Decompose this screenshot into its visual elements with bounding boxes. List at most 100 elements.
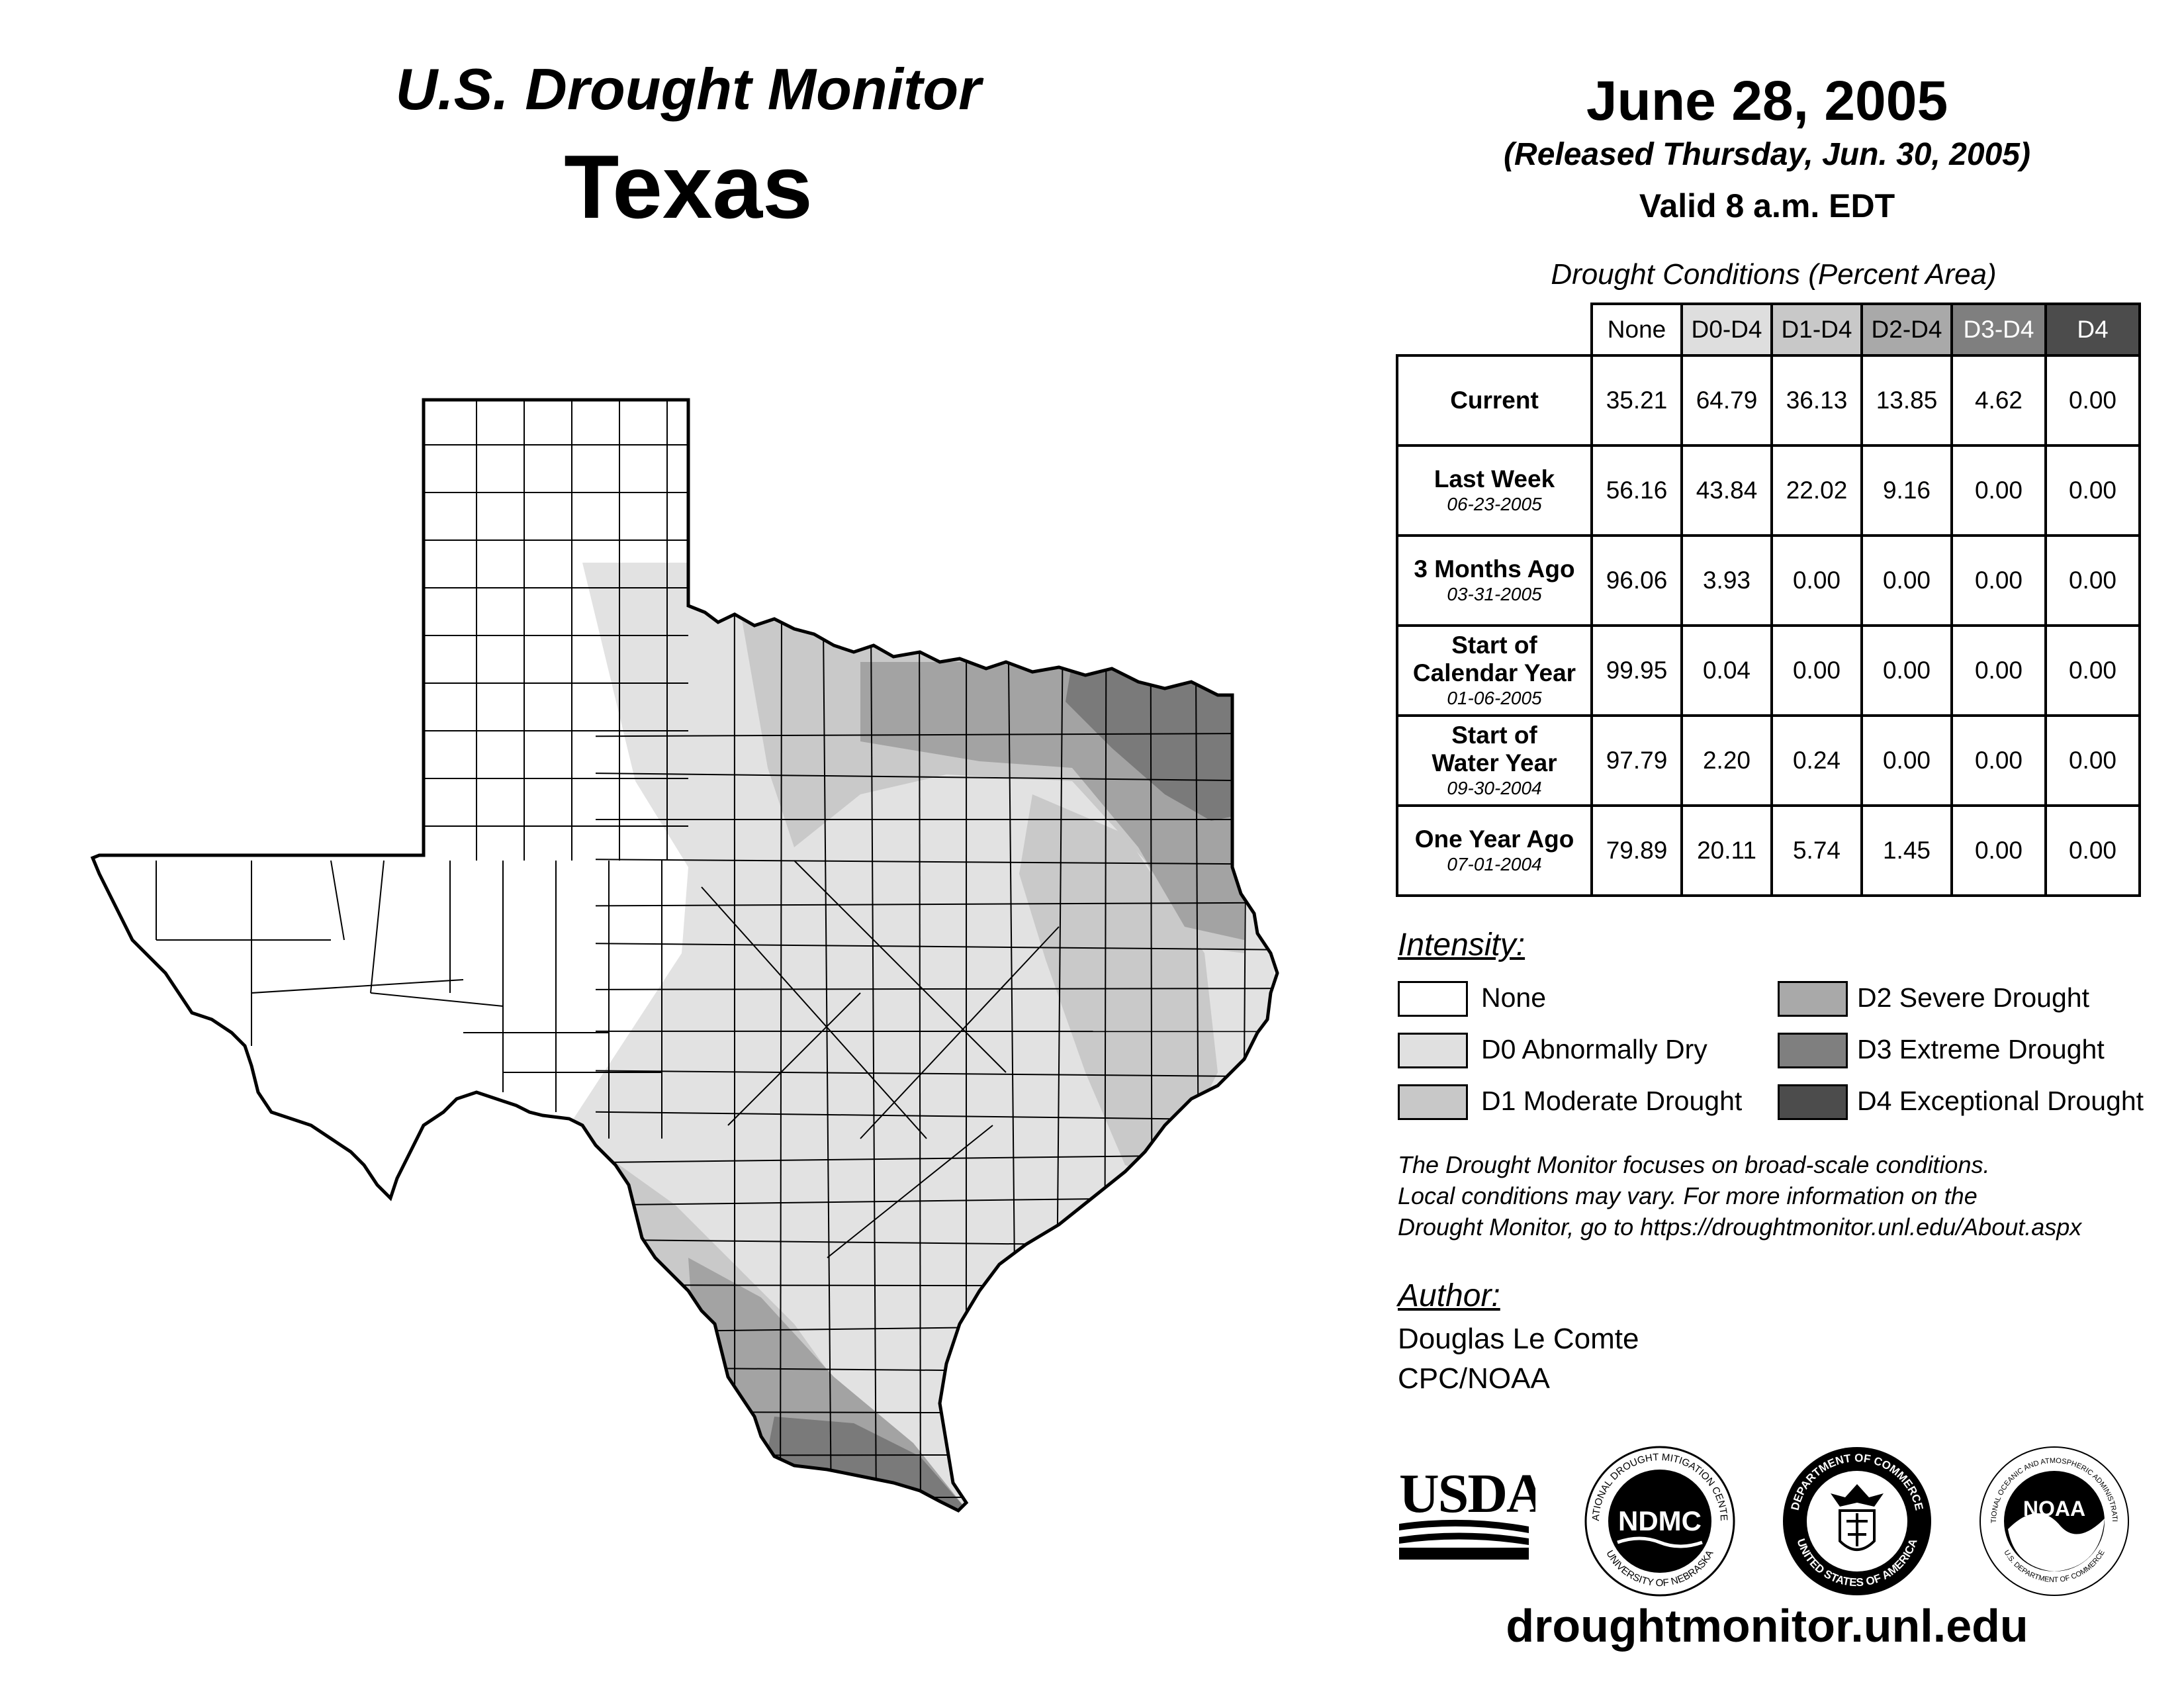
row-date: 06-23-2005 <box>1447 494 1542 514</box>
row-label-text: Start of <box>1451 632 1537 659</box>
table-cell: 97.79 <box>1590 714 1683 807</box>
noaa-logo-text: NOAA <box>2023 1497 2085 1521</box>
ndmc-logo-text: NDMC <box>1618 1505 1702 1536</box>
map-title: U.S. Drought Monitor <box>395 56 981 122</box>
legend-label-d2: D2 Severe Drought <box>1857 982 2089 1013</box>
row-label-text: 3 Months Ago <box>1414 555 1575 583</box>
col-header-d3-d4: D3-D4 <box>1950 303 2047 357</box>
table-cell: 5.74 <box>1770 804 1863 897</box>
county-line <box>794 860 1007 1073</box>
table-row: 3 Months Ago 03-31-2005 96.06 3.93 0.00 0.00 0… <box>1396 534 2141 627</box>
county-line <box>827 1125 993 1258</box>
table-corner <box>1397 304 1593 357</box>
legend-label-none: None <box>1481 982 1547 1013</box>
legend-swatch-d4 <box>1778 1084 1848 1120</box>
d1-area-east <box>1019 794 1218 1178</box>
county-line <box>870 615 878 1511</box>
table-cell: 0.00 <box>1950 444 2047 537</box>
county-line <box>822 615 833 1511</box>
table-cell: 20.11 <box>1680 804 1773 897</box>
row-label: Start of Water Year 09-30-2004 <box>1396 714 1593 807</box>
col-header-d2-d4: D2-D4 <box>1860 303 1953 357</box>
row-label: Start of Calendar Year 01-06-2005 <box>1396 624 1593 717</box>
table-cell: 0.00 <box>2044 444 2141 537</box>
row-label-text: Start of <box>1451 722 1537 749</box>
table-cell: 0.00 <box>1860 534 1953 627</box>
table-cell: 3.93 <box>1680 534 1773 627</box>
col-header-d4: D4 <box>2044 303 2141 357</box>
legend-label-d1: D1 Moderate Drought <box>1481 1086 1743 1116</box>
row-label-text: Last Week <box>1433 465 1555 492</box>
county-line <box>595 773 1277 782</box>
table-cell: 0.00 <box>1950 624 2047 717</box>
table-cell: 0.00 <box>2044 624 2141 717</box>
table-cell: 56.16 <box>1590 444 1683 537</box>
county-line <box>330 860 345 941</box>
table-cell: 36.13 <box>1770 354 1863 447</box>
legend-swatch-d2 <box>1778 981 1848 1017</box>
noaa-logo: NATIONAL OCEANIC AND ATMOSPHERIC ADMINIS… <box>1975 1442 2129 1596</box>
author-org: CPC/NOAA <box>1398 1362 1550 1395</box>
col-header-d0-d4: D0-D4 <box>1680 303 1773 357</box>
table-cell: 0.00 <box>1860 624 1953 717</box>
row-label: Current <box>1396 354 1593 447</box>
county-line <box>780 615 782 1511</box>
table-cell: 0.00 <box>1950 534 2047 627</box>
commerce-seal: DEPARTMENT OF COMMERCE UNITED STATES OF … <box>1783 1447 1931 1595</box>
table-row: Last Week 06-23-2005 56.16 43.84 22.02 9.16 0.… <box>1396 444 2141 537</box>
table-cell: 64.79 <box>1680 354 1773 447</box>
county-line <box>595 859 1277 865</box>
table-cell: 0.00 <box>1770 624 1863 717</box>
table-cell: 0.24 <box>1770 714 1863 807</box>
valid-time: Valid 8 a.m. EDT <box>1639 187 1895 224</box>
row-label-text-2: Water Year <box>1432 749 1557 776</box>
disclaimer-note: The Drought Monitor focuses on broad-sca… <box>1398 1149 2172 1243</box>
legend-swatch-d0 <box>1398 1033 1468 1068</box>
table-cell: 4.62 <box>1950 354 2047 447</box>
table-row: Start of Water Year 09-30-2004 97.79 2.20 0.2… <box>1396 714 2141 807</box>
county-line <box>370 860 385 994</box>
table-cell: 0.00 <box>1950 714 2047 807</box>
row-date: 07-01-2004 <box>1447 854 1542 874</box>
map-date: June 28, 2005 <box>1586 70 1948 132</box>
county-line <box>1240 615 1248 1511</box>
county-line <box>595 902 1277 907</box>
col-header-none: None <box>1590 303 1683 357</box>
table-cell: 43.84 <box>1680 444 1773 537</box>
county-line <box>727 992 861 1126</box>
table-cell: 22.02 <box>1770 444 1863 537</box>
table-row: One Year Ago 07-01-2004 79.89 20.11 5.74 1.45… <box>1396 804 2141 897</box>
legend-label-d3: D3 Extreme Drought <box>1857 1034 2105 1064</box>
table-cell: 96.06 <box>1590 534 1683 627</box>
d3-area-northeast <box>1066 662 1244 821</box>
county-line <box>701 886 927 1139</box>
col-header-d1-d4: D1-D4 <box>1770 303 1863 357</box>
drought-conditions-table: None D0-D4 D1-D4 D2-D4 D3-D4 D4 Current 3… <box>1396 303 2141 897</box>
row-date: 03-31-2005 <box>1447 584 1542 604</box>
table-cell: 0.00 <box>2044 354 2141 447</box>
footer-url[interactable]: droughtmonitor.unl.edu <box>1506 1600 2028 1652</box>
table-cell: 2.20 <box>1680 714 1773 807</box>
county-line <box>595 943 1277 951</box>
texas-outline <box>90 398 1279 1513</box>
ndmc-logo: NATIONAL DROUGHT MITIGATION CENTER UNIVE… <box>1580 1442 1735 1597</box>
row-label-text-2: Calendar Year <box>1412 659 1576 686</box>
legend-swatch-none <box>1398 981 1468 1017</box>
row-label: Last Week 06-23-2005 <box>1396 444 1593 537</box>
table-cell: 0.00 <box>2044 804 2141 897</box>
note-line-2: Local conditions may vary. For more info… <box>1398 1182 1978 1209</box>
table-cell: 0.00 <box>2044 534 2141 627</box>
author-name: Douglas Le Comte <box>1398 1323 1639 1355</box>
row-label-text: Current <box>1450 387 1539 414</box>
table-cell: 79.89 <box>1590 804 1683 897</box>
table-cell: 1.45 <box>1860 804 1953 897</box>
legend-label-d4: D4 Exceptional Drought <box>1857 1086 2144 1116</box>
county-line <box>595 1454 1277 1456</box>
county-line <box>595 732 1277 737</box>
table-cell: 0.00 <box>1950 804 2047 897</box>
row-date: 01-06-2005 <box>1447 688 1542 708</box>
table-row: Start of Calendar Year 01-06-2005 99.95 0.04… <box>1396 624 2141 717</box>
row-label: One Year Ago 07-01-2004 <box>1396 804 1593 897</box>
county-line <box>919 615 921 1511</box>
legend-heading: Intensity: <box>1398 927 1525 962</box>
